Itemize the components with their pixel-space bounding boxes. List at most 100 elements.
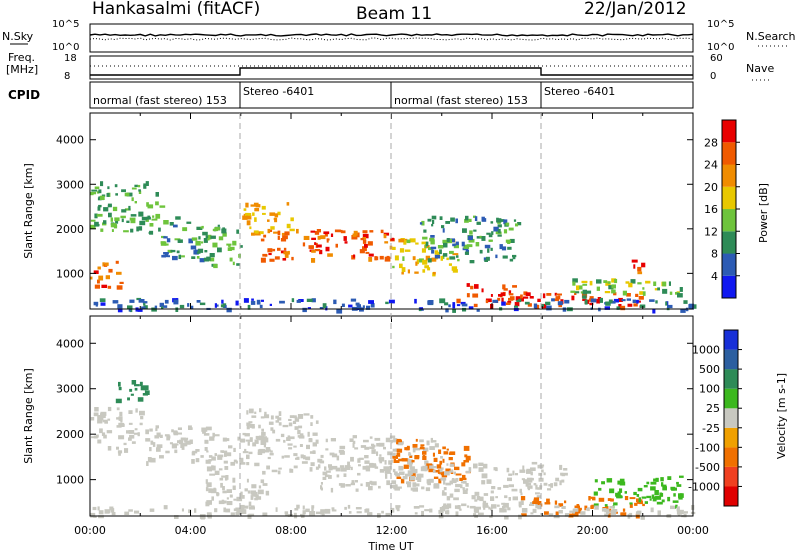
velCells-cell — [636, 494, 640, 497]
powerCells-cell — [117, 308, 123, 313]
velCells-cell — [128, 437, 132, 441]
velCells-cell — [591, 504, 594, 509]
ytick-label: 3000 — [56, 178, 84, 191]
velCells-cell — [248, 421, 253, 424]
powerCells-cell — [479, 235, 482, 238]
velCells-cell — [107, 446, 112, 451]
powerCells-cell — [517, 222, 522, 226]
velCells-cell — [206, 450, 209, 453]
velCells-cell — [188, 425, 192, 430]
powerCells-cell — [306, 298, 313, 302]
powerCells-cell — [335, 243, 338, 248]
velCells-cell — [392, 452, 396, 457]
powerCells-cell — [618, 297, 623, 302]
powerCells-cell — [485, 299, 489, 304]
colorbar-swatch — [722, 209, 736, 232]
velCells-cell — [483, 507, 486, 510]
velCells-cell — [662, 486, 667, 491]
powerCells-cell — [621, 299, 626, 302]
powerCells-cell — [667, 304, 673, 309]
velCells-cell — [399, 466, 404, 471]
powerCells-cell — [473, 303, 478, 308]
velCells-cell — [419, 505, 425, 508]
velCells-cell — [372, 464, 377, 468]
velCells-cell — [413, 506, 420, 509]
velCells-cell — [473, 513, 477, 516]
velCells-cell — [293, 465, 298, 469]
velCells-cell — [272, 429, 276, 434]
powerCells-cell — [582, 283, 588, 286]
velCells-cell — [490, 508, 493, 511]
powerCells-cell — [444, 302, 449, 306]
velCells-cell — [347, 461, 350, 467]
nave-tick-top: 60 — [710, 53, 723, 64]
velCells-cell — [656, 501, 663, 505]
velCells-cell — [287, 443, 293, 446]
velCells-cell — [601, 481, 605, 485]
powerCells-cell — [105, 275, 110, 280]
velCells-cell — [594, 479, 598, 483]
velCells-cell — [357, 472, 361, 476]
powerCells-cell — [223, 305, 227, 308]
powerCells-cell — [430, 246, 437, 250]
velCells-cell — [239, 462, 246, 465]
powerCells-cell — [317, 235, 321, 240]
powerCells-cell — [160, 241, 167, 246]
nsky-tick-top: 10^5 — [52, 19, 79, 30]
powerCells-cell — [247, 304, 251, 310]
velCells-cell — [181, 508, 184, 512]
powerCells-cell — [119, 281, 124, 284]
velCells-cell — [429, 508, 433, 513]
velCells-cell — [490, 490, 494, 494]
velCells-cell — [537, 464, 544, 469]
powerCells-cell — [267, 219, 270, 222]
velCells-cell — [320, 482, 323, 485]
powerCells-cell — [145, 181, 149, 186]
velCells-cell — [247, 441, 250, 446]
powerCells-cell — [110, 223, 117, 228]
velCells-cell — [580, 511, 586, 515]
velCells-cell — [156, 432, 161, 437]
powerCells-cell — [99, 195, 105, 200]
powerCells-cell — [515, 223, 519, 227]
powerCells-cell — [461, 303, 468, 307]
powerCells-cell — [362, 246, 367, 252]
velCells-cell — [206, 500, 212, 505]
velCells-cell — [246, 478, 249, 483]
velCells-cell — [230, 461, 235, 466]
powerCells-cell — [404, 249, 411, 252]
powerCells-cell — [639, 291, 644, 295]
powerCells-cell — [496, 218, 502, 223]
velCells-cell — [379, 469, 385, 473]
velCells-cell — [609, 488, 615, 494]
velocity-colorbar-label: Velocity [m s-1] — [775, 373, 788, 459]
powerCells-cell — [366, 305, 371, 310]
powerCells-cell — [155, 201, 159, 206]
velCells-cell — [201, 427, 208, 432]
velCells-cell — [128, 422, 133, 425]
velCells-cell — [97, 418, 104, 421]
powerCells-cell — [159, 205, 166, 208]
powerCells-cell — [423, 229, 427, 233]
powerCells-cell — [485, 256, 490, 261]
velCells-cell — [209, 473, 216, 476]
powerCells-cell — [509, 238, 515, 243]
colorbar-swatch — [722, 253, 736, 276]
powerCells-cell — [582, 295, 587, 299]
velCells-cell — [339, 445, 346, 450]
powerCells-cell — [383, 233, 387, 239]
powerCells-cell — [416, 259, 419, 265]
powerCells-cell — [394, 255, 399, 261]
velCells-cell — [604, 513, 609, 517]
velCells-cell — [311, 507, 314, 513]
velCells-cell — [409, 466, 415, 470]
powerCells-cell — [689, 303, 695, 308]
powerCells-cell — [232, 261, 235, 266]
velCells-cell — [433, 476, 439, 479]
velCells-cell — [676, 506, 680, 512]
powerCells-cell — [91, 191, 96, 195]
colorbar-swatch — [724, 447, 738, 467]
velCells-cell — [572, 513, 579, 517]
velCells-cell — [320, 454, 324, 458]
velCells-cell — [131, 380, 137, 385]
